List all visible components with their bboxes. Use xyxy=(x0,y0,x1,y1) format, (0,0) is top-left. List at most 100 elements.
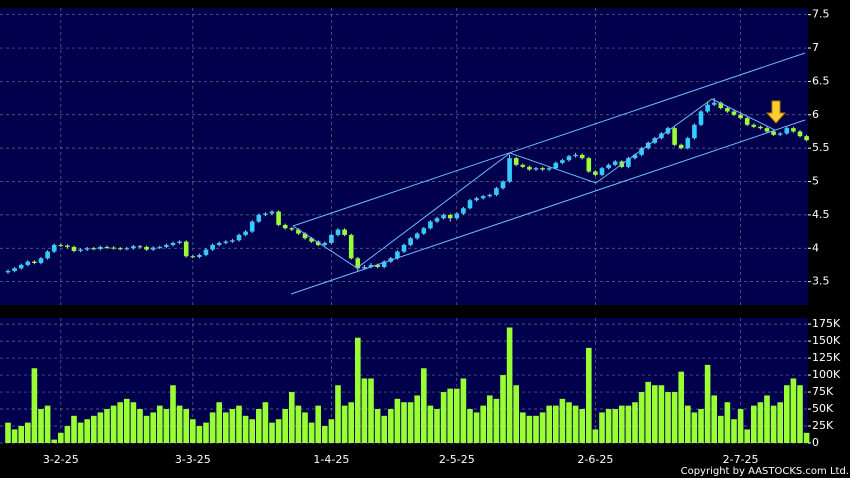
trend-lines xyxy=(290,52,806,295)
volume-bar xyxy=(645,381,651,443)
volume-bar xyxy=(223,412,229,443)
volume-bar xyxy=(599,412,605,443)
candle-body xyxy=(626,158,631,167)
volume-bar xyxy=(71,415,77,443)
candle-body xyxy=(111,247,116,249)
y-tick-label: 50K xyxy=(812,402,834,415)
volume-bar xyxy=(480,405,486,443)
volume-bar xyxy=(381,415,387,443)
volume-bar xyxy=(25,422,31,443)
candle-body xyxy=(25,261,31,265)
candle-body xyxy=(71,246,77,251)
candle-body xyxy=(711,102,717,105)
candle-body xyxy=(137,246,143,248)
candle-body xyxy=(322,242,328,245)
candle-body xyxy=(381,261,387,267)
candle-body xyxy=(725,108,730,112)
candle-body xyxy=(355,258,361,269)
volume-bar xyxy=(797,385,803,443)
candle-body xyxy=(586,158,592,172)
volume-bar xyxy=(407,402,414,443)
volume-bar xyxy=(5,422,11,443)
candle-body xyxy=(368,264,374,267)
candle-body xyxy=(223,241,229,243)
candle-body xyxy=(678,144,684,149)
volume-bar xyxy=(434,409,440,443)
volume-bar xyxy=(137,409,143,443)
candle-body xyxy=(474,198,479,201)
y-tick-label: 5.5 xyxy=(812,141,830,154)
volume-bar xyxy=(665,392,671,443)
volume-bar xyxy=(394,398,401,443)
price-panel xyxy=(0,8,808,305)
copyright: Copyright by AASTOCKS.com Ltd. xyxy=(681,466,849,477)
candle-body xyxy=(197,254,202,257)
volume-bar xyxy=(44,405,51,443)
volume-bar xyxy=(473,412,480,443)
volume-bar xyxy=(269,422,275,443)
volume-bar xyxy=(678,371,684,443)
candle-body xyxy=(216,242,222,245)
candle-body xyxy=(718,102,724,109)
volume-bar xyxy=(130,402,137,443)
y-tick-label: 25K xyxy=(812,419,834,432)
volume-bar xyxy=(104,409,110,443)
volume-bar xyxy=(295,405,302,443)
candle-body xyxy=(256,214,262,222)
volume-bar xyxy=(454,388,460,443)
volume-bar xyxy=(51,439,57,443)
candle-body xyxy=(315,241,321,245)
candle-body xyxy=(263,213,268,215)
candle-body xyxy=(480,196,486,199)
candle-body xyxy=(454,213,460,219)
candle-body xyxy=(38,258,44,263)
candle-body xyxy=(612,161,618,165)
volume-bar xyxy=(91,415,97,443)
candle-body xyxy=(342,229,347,235)
candle-body xyxy=(375,264,380,267)
x-tick-label: 2-6-25 xyxy=(577,453,613,466)
candle-body xyxy=(507,158,512,182)
volume-bar xyxy=(526,415,533,443)
candle-body xyxy=(764,128,770,132)
candle-body xyxy=(249,221,255,232)
volume-bar xyxy=(487,395,493,443)
volume-bar xyxy=(163,409,170,443)
volume-bar xyxy=(784,385,790,443)
y-tick-label: 150K xyxy=(812,334,841,347)
candle-body xyxy=(553,162,559,169)
candle-body xyxy=(104,246,110,248)
volume-bar xyxy=(361,378,368,443)
volume-bar xyxy=(236,405,242,443)
volume-bar xyxy=(770,405,777,443)
candle-body xyxy=(777,133,783,135)
candle-body xyxy=(797,131,803,137)
volume-bar xyxy=(183,409,189,443)
candle-body xyxy=(447,214,453,219)
candle-body xyxy=(487,194,493,197)
y-tick-label: 4.5 xyxy=(812,208,830,221)
volume-bar xyxy=(229,409,236,443)
candle-body xyxy=(533,168,539,170)
candle-body xyxy=(546,168,552,170)
volume-bar xyxy=(493,398,500,443)
y-tick-label: 6 xyxy=(812,108,819,121)
volume-bar xyxy=(698,409,704,443)
candle-body xyxy=(692,124,697,139)
candle-body xyxy=(579,154,585,159)
candle-body xyxy=(573,154,578,157)
candle-body xyxy=(243,231,248,235)
volume-bar xyxy=(704,364,711,443)
candle-body xyxy=(408,238,413,245)
candle-body xyxy=(12,268,17,271)
candle-body xyxy=(32,261,37,263)
candle-body xyxy=(98,246,103,249)
volume-bar xyxy=(685,405,691,443)
volume-bar xyxy=(58,432,64,443)
volume-bar xyxy=(711,395,717,443)
channel-lower xyxy=(290,119,806,295)
volume-bar xyxy=(401,402,407,443)
volume-bar xyxy=(124,398,130,443)
volume-bar xyxy=(289,392,295,443)
y-tick-label: 100K xyxy=(812,368,841,381)
